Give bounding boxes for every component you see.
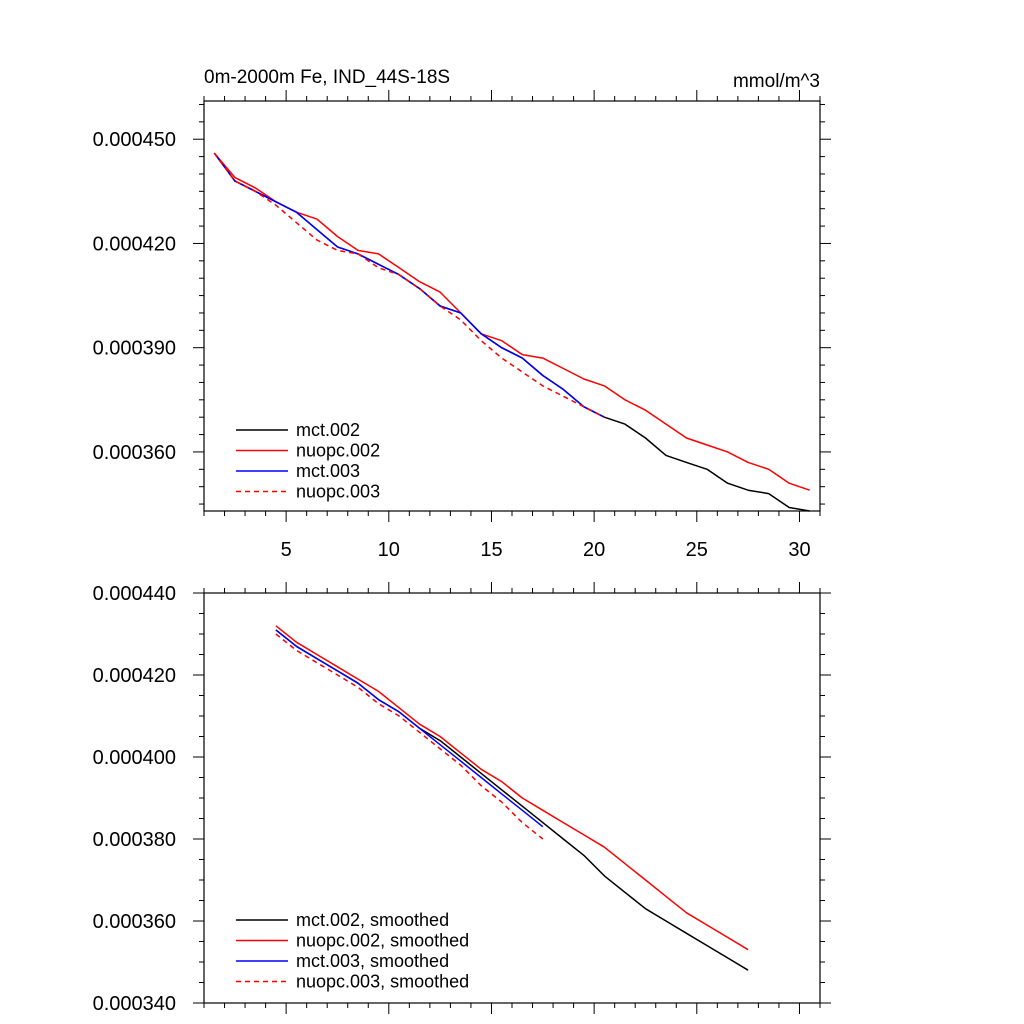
series-line-4 — [275, 633, 544, 840]
x-tick-label: 30 — [788, 539, 810, 561]
top-line-plot: 5 10 15 20 25 30 0.000360 0.000390 0.000420 0.000… — [93, 90, 831, 561]
y-tick-label: 0.000450 — [93, 129, 176, 151]
chart-units: mmol/m^3 — [733, 71, 820, 92]
y-tick-label: 0.000340 — [93, 993, 176, 1015]
y-tick-label: 0.000420 — [93, 233, 176, 255]
legend-label: mct.002 — [296, 420, 360, 440]
series-line-2 — [213, 152, 810, 491]
series-line-3 — [213, 152, 605, 418]
series-line-4 — [213, 152, 605, 418]
series-line-3 — [275, 629, 544, 828]
legend-label: nuopc.003 — [296, 482, 380, 502]
y-tick-label: 0.000390 — [93, 338, 176, 360]
legend-label: mct.003, smoothed — [296, 951, 449, 971]
y-tick-label: 0.000360 — [93, 911, 176, 933]
series-line-2 — [275, 625, 749, 951]
y-tick-label: 0.000400 — [93, 747, 176, 769]
legend-label: mct.002, smoothed — [296, 910, 449, 930]
y-tick-label: 0.000440 — [93, 583, 176, 605]
x-tick-label: 20 — [583, 539, 605, 561]
chart-title: 0m-2000m Fe, IND_44S-18S — [204, 67, 450, 88]
legend-label: nuopc.003, smoothed — [296, 972, 469, 992]
y-tick-label: 0.000380 — [93, 829, 176, 851]
legend-label: nuopc.002, smoothed — [296, 931, 469, 951]
y-tick-label: 0.000420 — [93, 665, 176, 687]
legend-label: nuopc.002 — [296, 441, 380, 461]
legend-label: mct.003 — [296, 461, 360, 481]
x-tick-label: 5 — [281, 539, 292, 561]
bottom-line-plot: 0.000340 0.000360 0.000380 0.000400 0.000420… — [93, 582, 831, 1015]
x-tick-label: 25 — [686, 539, 708, 561]
x-tick-label: 15 — [480, 539, 502, 561]
y-tick-label: 0.000360 — [93, 442, 176, 464]
x-tick-label: 10 — [378, 539, 400, 561]
